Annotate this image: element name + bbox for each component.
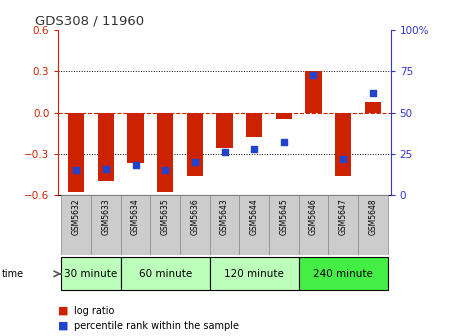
Bar — [150, 195, 180, 255]
Point — [132, 163, 139, 168]
Point — [221, 150, 228, 155]
Point — [280, 139, 287, 145]
Point — [162, 168, 169, 173]
Text: 60 minute: 60 minute — [139, 269, 192, 279]
Bar — [187, 113, 203, 176]
Text: GSM5635: GSM5635 — [161, 198, 170, 235]
Point — [191, 159, 198, 165]
Bar — [216, 113, 233, 148]
Bar — [98, 113, 114, 181]
Text: GDS308 / 11960: GDS308 / 11960 — [35, 15, 144, 28]
Bar — [210, 195, 239, 255]
Text: GSM5645: GSM5645 — [279, 198, 288, 235]
Bar — [239, 195, 269, 255]
Text: GSM5646: GSM5646 — [309, 198, 318, 235]
Text: GSM5643: GSM5643 — [220, 198, 229, 235]
Bar — [358, 195, 387, 255]
Bar — [62, 257, 121, 290]
Point — [310, 72, 317, 77]
Text: GSM5647: GSM5647 — [339, 198, 348, 235]
Bar — [269, 195, 299, 255]
Bar — [62, 195, 91, 255]
Text: GSM5636: GSM5636 — [190, 198, 199, 235]
Bar — [68, 113, 84, 192]
Text: GSM5634: GSM5634 — [131, 198, 140, 235]
Bar — [210, 257, 299, 290]
Point — [369, 90, 376, 95]
Text: log ratio: log ratio — [74, 306, 114, 316]
Bar — [299, 195, 328, 255]
Bar — [121, 257, 210, 290]
Text: ■: ■ — [58, 321, 69, 331]
Text: GSM5632: GSM5632 — [72, 198, 81, 235]
Bar — [121, 195, 150, 255]
Bar — [180, 195, 210, 255]
Text: time: time — [2, 269, 24, 279]
Bar — [299, 257, 387, 290]
Bar — [91, 195, 121, 255]
Bar — [305, 72, 321, 113]
Text: GSM5648: GSM5648 — [368, 198, 377, 235]
Bar — [365, 101, 381, 113]
Bar — [276, 113, 292, 119]
Text: ■: ■ — [58, 306, 69, 316]
Point — [73, 168, 80, 173]
Point — [251, 146, 258, 152]
Point — [339, 156, 347, 161]
Bar — [335, 113, 351, 176]
Bar — [328, 195, 358, 255]
Text: GSM5644: GSM5644 — [250, 198, 259, 235]
Bar — [246, 113, 262, 137]
Text: 30 minute: 30 minute — [64, 269, 118, 279]
Text: percentile rank within the sample: percentile rank within the sample — [74, 321, 239, 331]
Point — [102, 166, 110, 171]
Text: 240 minute: 240 minute — [313, 269, 373, 279]
Bar — [157, 113, 173, 192]
Text: GSM5633: GSM5633 — [101, 198, 110, 235]
Bar — [128, 113, 144, 163]
Text: 120 minute: 120 minute — [224, 269, 284, 279]
